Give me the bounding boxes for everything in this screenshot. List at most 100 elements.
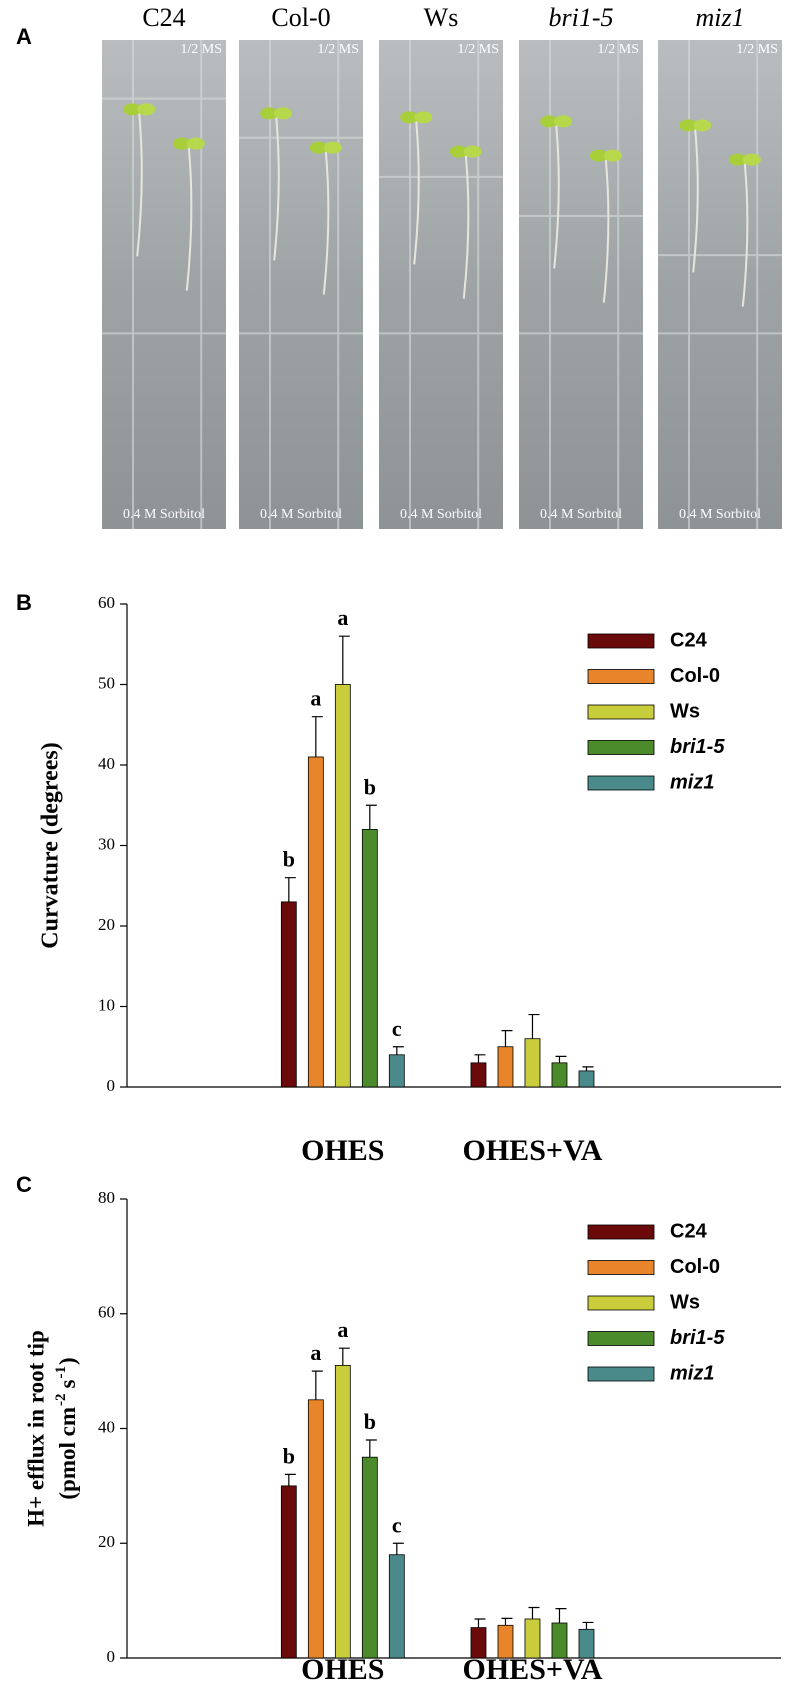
photo [239,40,363,529]
error-bar [501,1617,513,1626]
significance-letter: b [283,847,295,872]
error-bar [582,1621,594,1630]
legend-label: Col-0 [670,1256,720,1278]
significance-letter: a [310,1340,321,1365]
legend-label: miz1 [670,771,714,793]
y-tick-label: 50 [98,673,115,692]
photo [519,40,643,529]
x-tick-label: OHES [301,1134,384,1167]
error-bar [555,1055,567,1063]
root [553,125,560,269]
bar [361,829,378,1088]
cotyledon [400,111,419,124]
y-tick-label: 80 [98,1188,115,1207]
legend-label: bri1-5 [670,1327,725,1349]
significance-letter: a [337,605,348,630]
legend-label: Col-0 [670,665,720,687]
bar [470,1062,487,1088]
cotyledon [186,137,205,150]
legend-swatch [587,704,655,720]
panel-label: C [16,1172,32,1197]
y-axis-label: Curvature (degrees) [38,742,64,948]
y-tick-label: 30 [98,834,115,853]
y-tick-label: 0 [107,1076,116,1095]
error-bar [474,1054,486,1063]
photo [102,40,226,529]
y-tick-label: 60 [98,593,115,612]
significance-letter: b [364,1409,376,1434]
y-tick-label: 60 [98,1303,115,1322]
y-axis-label: (pmol cm-2 s-1) [53,1357,80,1499]
column-title: bri1-5 [549,3,614,32]
y-axis-label-part: ) [55,1357,80,1365]
root [322,151,330,295]
legend-swatch [587,1331,655,1346]
error-bar [528,1013,540,1039]
root [602,159,610,303]
bar [578,1628,595,1659]
photo-top-label: 1/2 MS [597,42,639,57]
cotyledon [414,111,433,124]
y-axis-label: H+ efflux in root tip [23,1330,48,1527]
bar [280,901,297,1088]
bar [524,1618,541,1659]
photo-bottom-label: 0.4 M Sorbitol [400,507,482,522]
cotyledon [693,119,712,132]
error-bar [338,1347,350,1366]
y-tick-label: 0 [107,1647,116,1666]
photo-bottom-label: 0.4 M Sorbitol [679,507,761,522]
plate-grid [239,40,363,529]
cotyledon [589,149,608,162]
error-bar [474,1618,486,1628]
significance-letter: c [392,1512,402,1537]
column-title: Col-0 [271,3,330,32]
legend-swatch [587,1366,655,1382]
legend-swatch [587,775,655,791]
bar [307,756,324,1088]
bar [551,1062,568,1088]
legend-label: Ws [670,700,700,722]
significance-letter: c [392,1016,402,1041]
photo-top-label: 1/2 MS [180,42,222,57]
bar [388,1554,405,1659]
plate-grid [102,40,226,529]
photo-top-label: 1/2 MS [736,42,778,57]
error-bar [501,1030,513,1047]
significance-letter: b [283,1443,295,1468]
cotyledon [260,107,279,120]
panel-label: B [16,590,32,615]
panel-label: A [16,24,32,49]
bar [334,684,351,1088]
bar [551,1622,568,1659]
photo [658,40,782,529]
error-bar [338,635,350,685]
cotyledon [540,115,559,128]
cotyledon [172,137,191,150]
legend-label: C24 [670,629,708,651]
bar [334,1364,351,1659]
y-axis-label-part: -1 [53,1366,69,1379]
error-bar [528,1606,540,1619]
y-tick-label: 40 [98,754,115,773]
error-bar [392,1542,404,1555]
legend-swatch [587,1224,655,1240]
cotyledon [603,149,622,162]
bar [361,1456,378,1659]
legend-swatch [587,1260,655,1275]
photo-bottom-label: 0.4 M Sorbitol [540,507,622,522]
cotyledon [463,145,482,158]
cotyledon [137,103,156,116]
error-bar [284,1473,296,1486]
column-title: C24 [142,3,185,32]
root [273,117,280,261]
cotyledon [323,141,342,154]
column-title: miz1 [695,3,744,32]
bar [497,1046,514,1088]
y-axis-label-part: (pmol cm [55,1407,80,1500]
bar [307,1399,324,1659]
legend-label: bri1-5 [670,736,725,758]
bar [470,1627,487,1659]
cotyledon [679,119,698,132]
bar [388,1054,405,1088]
